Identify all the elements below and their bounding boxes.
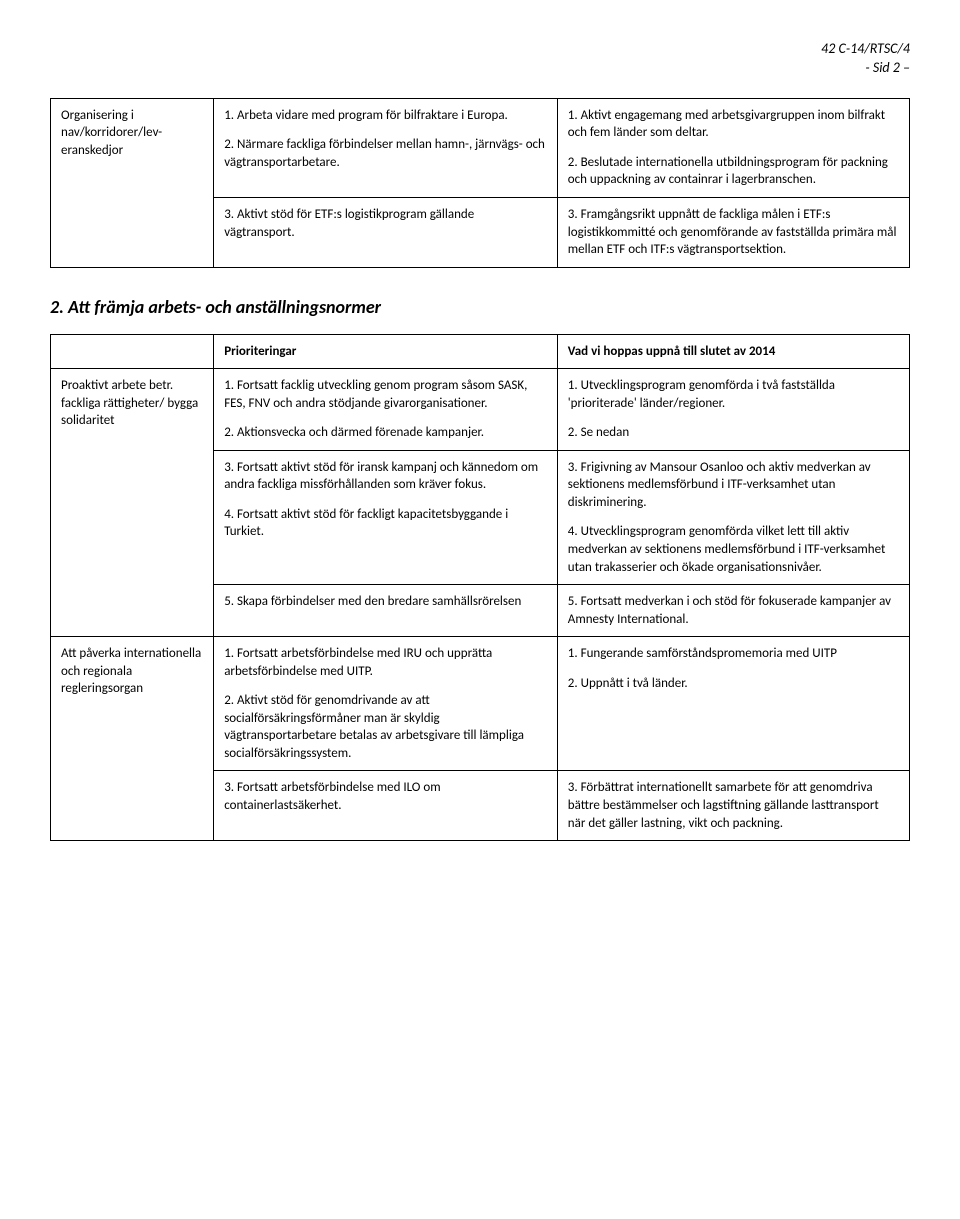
para: 4. Utvecklingsprogram genomförda vilket … — [568, 523, 899, 576]
row-label: Organisering i nav/korridorer/lev-eransk… — [51, 98, 214, 267]
table-framja: Prioriteringar Vad vi hoppas uppnå till … — [50, 334, 910, 841]
para: 2. Se nedan — [568, 424, 899, 442]
para: 3. Fortsatt aktivt stöd för iransk kampa… — [224, 459, 547, 494]
para: 1. Utvecklingsprogram genomförda i två f… — [568, 377, 899, 412]
para: 5. Fortsatt medverkan i och stöd för fok… — [568, 593, 899, 628]
doc-ref: 42 C-14/RTSC/4 — [50, 40, 910, 59]
para: 5. Skapa förbindelser med den bredare sa… — [224, 593, 547, 611]
para: 4. Fortsatt aktivt stöd för fackligt kap… — [224, 506, 547, 541]
header-mid: Prioriteringar — [214, 334, 558, 369]
row-label: Att påverka internationella och regional… — [51, 637, 214, 841]
para: 1. Arbeta vidare med program för bilfrak… — [224, 107, 547, 125]
para: 2. Aktionsvecka och därmed förenade kamp… — [224, 424, 547, 442]
para: 1. Fortsatt arbetsförbindelse med IRU oc… — [224, 645, 547, 680]
cell-right: 1. Aktivt engagemang med arbetsgivargrup… — [557, 98, 909, 197]
para: 2. Aktivt stöd för genomdrivande av att … — [224, 692, 547, 762]
section-heading: 2. Att främja arbets- och anställningsno… — [50, 296, 910, 318]
header-empty — [51, 334, 214, 369]
para: 1. Fungerande samförståndspromemoria med… — [568, 645, 899, 663]
para: 3. Aktivt stöd för ETF:s logistikprogram… — [224, 206, 547, 241]
para: 1. Fortsatt facklig utveckling genom pro… — [224, 377, 547, 412]
cell-mid: 3. Fortsatt aktivt stöd för iransk kampa… — [214, 450, 558, 584]
para: 3. Förbättrat internationellt samarbete … — [568, 779, 899, 832]
cell-right: 5. Fortsatt medverkan i och stöd för fok… — [557, 585, 909, 637]
cell-right: 1. Fungerande samförståndspromemoria med… — [557, 637, 909, 771]
cell-right: 3. Frigivning av Mansour Osanloo och akt… — [557, 450, 909, 584]
table-row: Proaktivt arbete betr. fackliga rättighe… — [51, 369, 910, 451]
cell-right: 1. Utvecklingsprogram genomförda i två f… — [557, 369, 909, 451]
cell-mid: 3. Fortsatt arbetsförbindelse med ILO om… — [214, 771, 558, 841]
cell-mid: 1. Fortsatt arbetsförbindelse med IRU oc… — [214, 637, 558, 771]
cell-mid: 5. Skapa förbindelser med den bredare sa… — [214, 585, 558, 637]
para: 2. Närmare fackliga förbindelser mellan … — [224, 136, 547, 171]
table-organisering: Organisering i nav/korridorer/lev-eransk… — [50, 98, 910, 268]
page-ref: - Sid 2 – — [50, 59, 910, 78]
para: 1. Aktivt engagemang med arbetsgivargrup… — [568, 107, 899, 142]
table-header-row: Prioriteringar Vad vi hoppas uppnå till … — [51, 334, 910, 369]
para: 2. Beslutade internationella utbildnings… — [568, 154, 899, 189]
cell-right: 3. Framgångsrikt uppnått de fackliga mål… — [557, 197, 909, 267]
cell-right: 3. Förbättrat internationellt samarbete … — [557, 771, 909, 841]
cell-mid: 3. Aktivt stöd för ETF:s logistikprogram… — [214, 197, 558, 267]
para: 2. Uppnått i två länder. — [568, 675, 899, 693]
para: 3. Framgångsrikt uppnått de fackliga mål… — [568, 206, 899, 259]
cell-mid: 1. Fortsatt facklig utveckling genom pro… — [214, 369, 558, 451]
row-label: Proaktivt arbete betr. fackliga rättighe… — [51, 369, 214, 637]
table-row: Att påverka internationella och regional… — [51, 637, 910, 771]
para: 3. Frigivning av Mansour Osanloo och akt… — [568, 459, 899, 512]
page-header: 42 C-14/RTSC/4 - Sid 2 – — [50, 40, 910, 78]
table-row: Organisering i nav/korridorer/lev-eransk… — [51, 98, 910, 197]
para: 3. Fortsatt arbetsförbindelse med ILO om… — [224, 779, 547, 814]
cell-mid: 1. Arbeta vidare med program för bilfrak… — [214, 98, 558, 197]
header-right: Vad vi hoppas uppnå till slutet av 2014 — [557, 334, 909, 369]
